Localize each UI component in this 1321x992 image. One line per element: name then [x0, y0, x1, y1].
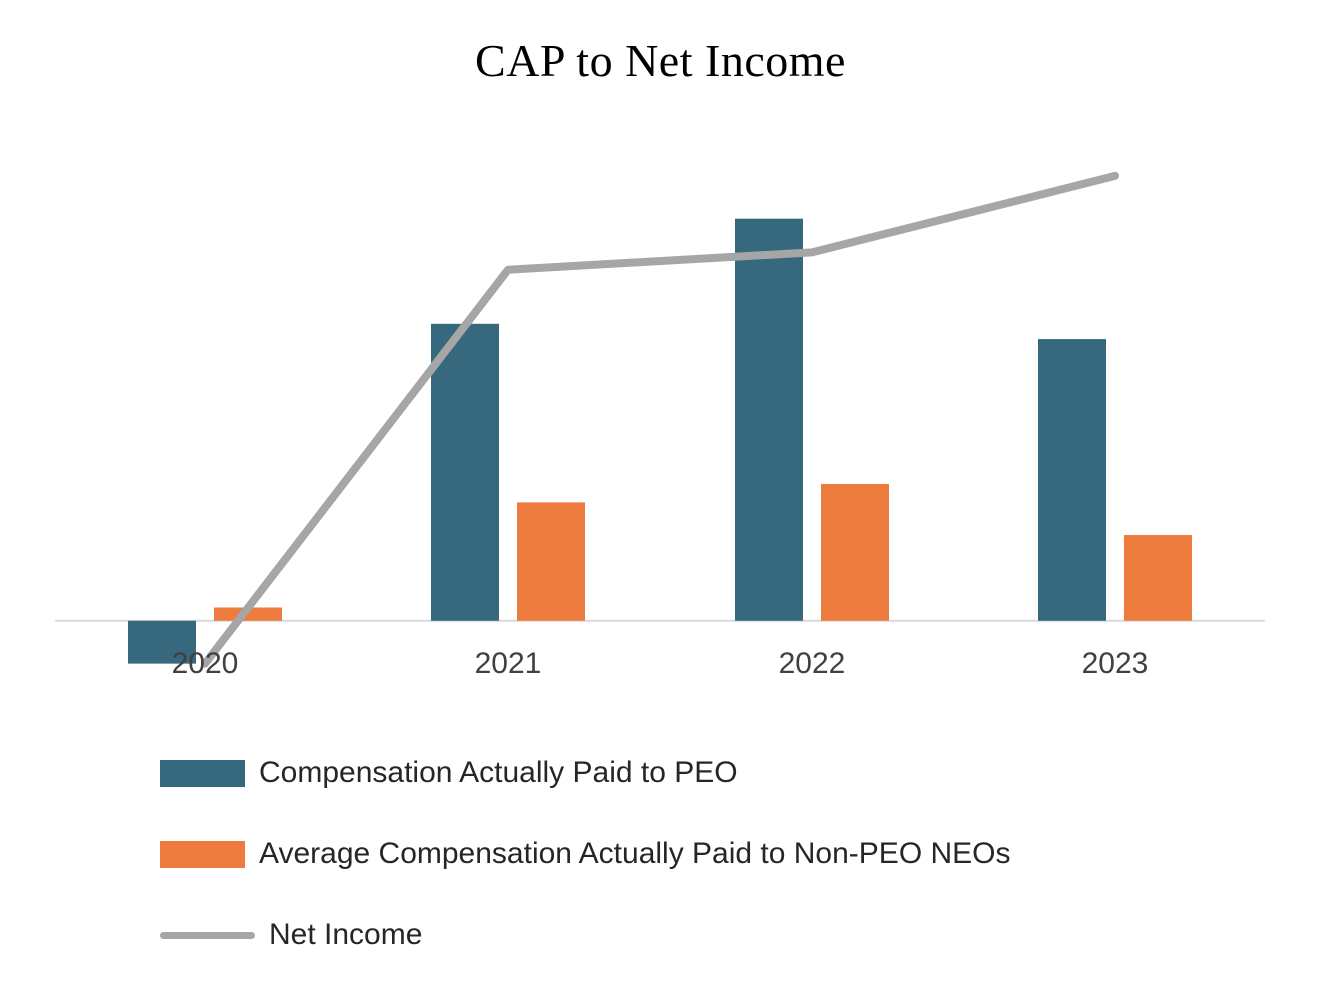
net-income-line — [201, 171, 1119, 668]
legend-swatch-non-peo — [160, 840, 245, 868]
legend-label-net-income: Net Income — [269, 918, 423, 951]
legend-item-net-income: Net Income — [160, 918, 1011, 952]
x-axis-label-2023: 2023 — [1082, 647, 1149, 680]
x-axis-label-2021: 2021 — [475, 647, 542, 680]
chart-title: CAP to Net Income — [475, 35, 846, 86]
bar-series0-2022 — [735, 218, 803, 621]
bar-series1-2023 — [1124, 535, 1192, 621]
legend-swatch-net-income — [160, 931, 255, 939]
bar-series0-2020 — [128, 620, 196, 664]
x-axis-label-2022: 2022 — [779, 647, 846, 680]
legend-label-peo: Compensation Actually Paid to PEO — [259, 756, 738, 789]
bar-series0-2021 — [431, 323, 499, 621]
legend-item-non-peo: Average Compensation Actually Paid to No… — [160, 837, 1011, 871]
legend-label-non-peo: Average Compensation Actually Paid to No… — [259, 837, 1011, 870]
bar-series0-2023 — [1038, 339, 1106, 621]
x-axis-label-2020: 2020 — [172, 647, 239, 680]
legend-item-peo: Compensation Actually Paid to PEO — [160, 756, 1011, 790]
bar-series1-2021 — [517, 502, 585, 621]
bar-series1-2022 — [821, 484, 889, 621]
legend-swatch-peo — [160, 759, 245, 787]
legend: Compensation Actually Paid to PEO Averag… — [160, 756, 1011, 952]
